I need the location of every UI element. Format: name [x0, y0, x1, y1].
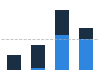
Bar — [31, 46, 45, 69]
Bar — [31, 69, 45, 70]
Bar — [7, 55, 20, 70]
Bar — [55, 35, 69, 70]
Bar — [80, 28, 93, 39]
Bar — [55, 10, 69, 35]
Bar — [80, 39, 93, 70]
